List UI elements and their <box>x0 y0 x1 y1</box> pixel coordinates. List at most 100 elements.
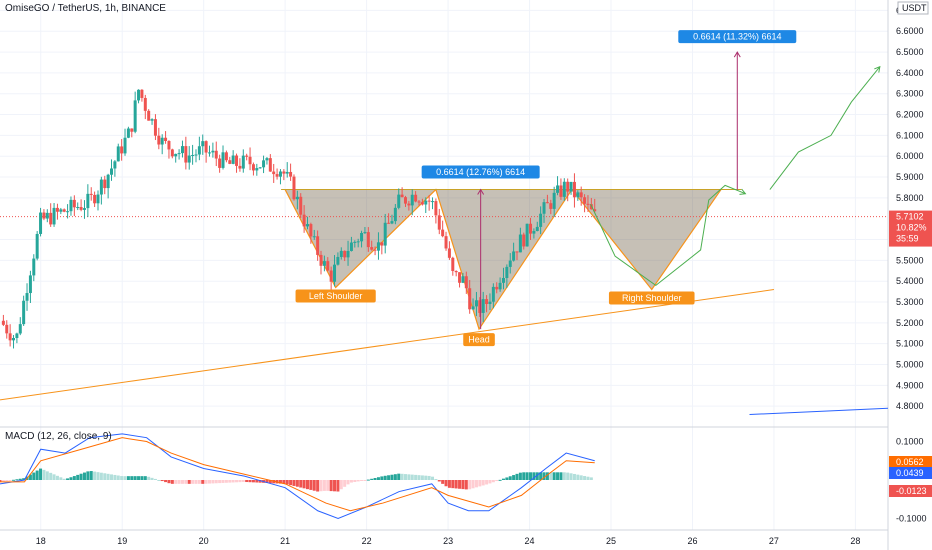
candle-body <box>218 158 222 168</box>
price-tick-label: 6.6000 <box>896 26 924 36</box>
candle-body <box>35 233 39 259</box>
candle-body <box>42 212 46 219</box>
left-shoulder-label-bg <box>295 289 376 303</box>
symbol-title: OmiseGO / TetherUS, 1h, BINANCE <box>5 3 166 14</box>
candle-body <box>535 226 539 232</box>
macd-histogram-bar <box>153 478 157 480</box>
macd-histogram-bar <box>110 474 114 480</box>
macd-histogram-bar <box>336 480 340 492</box>
macd-histogram-bar <box>231 480 235 483</box>
macd-histogram-bar <box>113 474 117 480</box>
candle-body <box>424 200 428 205</box>
macd-histogram-bar <box>488 480 492 484</box>
macd-histogram-bar <box>478 480 482 487</box>
time-tick-label: 25 <box>606 536 616 546</box>
price-tick-label: 5.5000 <box>896 255 924 265</box>
macd-histogram-bar <box>69 477 73 480</box>
macd-histogram-bar <box>218 480 222 484</box>
candle-body <box>22 300 26 325</box>
candle-body <box>120 146 124 154</box>
candle-body <box>197 146 201 155</box>
macd-histogram-bar <box>22 478 26 480</box>
candle-body <box>140 89 144 98</box>
macd-histogram-bar <box>525 472 529 480</box>
macd-histogram-bar <box>120 476 124 480</box>
candle-body <box>52 207 56 225</box>
macd-histogram-bar <box>434 479 438 481</box>
macd-histogram-bar <box>282 480 286 484</box>
candle-body <box>208 152 212 154</box>
candle-body <box>380 242 384 246</box>
candle-body <box>285 171 289 174</box>
candle-body <box>265 158 269 161</box>
candle-body <box>545 202 549 204</box>
candle-body <box>255 168 259 171</box>
macd-histogram-bar <box>583 476 587 480</box>
macd-histogram-bar <box>360 480 364 481</box>
candle-body <box>45 212 49 219</box>
candle-body <box>123 137 127 154</box>
candle-body <box>512 251 516 261</box>
macd-histogram-bar <box>82 472 86 480</box>
countdown-label: 35:59 <box>896 234 919 244</box>
candle-body <box>390 221 394 224</box>
macd-histogram-bar <box>414 474 418 480</box>
candle-body <box>55 207 59 212</box>
macd-histogram-bar <box>28 474 32 480</box>
macd-histogram-bar <box>103 473 107 480</box>
macd-histogram-bar <box>143 476 147 480</box>
candle-body <box>562 181 566 197</box>
candle-body <box>549 203 553 209</box>
candle-body <box>126 128 130 138</box>
macd-histogram-bar <box>187 480 191 484</box>
macd-histogram-bar <box>0 480 2 482</box>
macd-histogram-bar <box>174 480 178 484</box>
candle-body <box>336 256 340 265</box>
price-tick-label: 6.5000 <box>896 47 924 57</box>
macd-histogram-bar <box>164 480 168 483</box>
macd-histogram-bar <box>343 480 347 487</box>
macd-histogram-bar <box>552 472 556 480</box>
price-tick-label: 6.4000 <box>896 68 924 78</box>
price-tick-label: 5.3000 <box>896 297 924 307</box>
macd-histogram-bar <box>579 475 583 480</box>
price-tick-label: 5.9000 <box>896 172 924 182</box>
head-label-bg <box>463 333 495 347</box>
candle-body <box>201 141 205 147</box>
macd-histogram-bar <box>474 480 478 488</box>
projection-arrow-2 <box>874 65 881 73</box>
candle-body <box>529 223 533 234</box>
macd-histogram-bar <box>278 480 282 484</box>
macd-histogram-bar <box>508 476 512 480</box>
candle-body <box>241 155 245 169</box>
macd-histogram-bar <box>295 480 299 487</box>
candle-body <box>326 261 330 271</box>
candle-body <box>103 179 107 189</box>
macd-histogram-bar <box>532 472 536 480</box>
macd-histogram-bar <box>137 476 141 480</box>
candle-body <box>454 271 458 273</box>
macd-histogram-bar <box>12 479 16 481</box>
signal-value-badge: 0.0439 <box>896 468 924 478</box>
macd-histogram-bar <box>66 478 70 480</box>
macd-histogram-bar <box>390 474 394 480</box>
price-tick-label: 6.3000 <box>896 89 924 99</box>
macd-histogram-bar <box>566 472 570 480</box>
macd-histogram-bar <box>444 480 448 487</box>
candle-body <box>505 266 509 278</box>
candle-body <box>410 194 414 206</box>
macd-histogram-bar <box>346 480 350 485</box>
macd-histogram-bar <box>251 480 255 483</box>
macd-histogram-bar <box>380 476 384 480</box>
macd-histogram-bar <box>15 479 19 481</box>
candle-body <box>309 224 313 237</box>
macd-histogram-bar <box>204 480 208 484</box>
macd-histogram-bar <box>542 472 546 480</box>
candle-body <box>150 119 154 121</box>
candle-body <box>447 248 451 258</box>
macd-histogram-bar <box>96 472 100 480</box>
candle-body <box>458 272 462 283</box>
macd-histogram-bar <box>147 476 151 480</box>
head-label: Head <box>468 335 490 345</box>
